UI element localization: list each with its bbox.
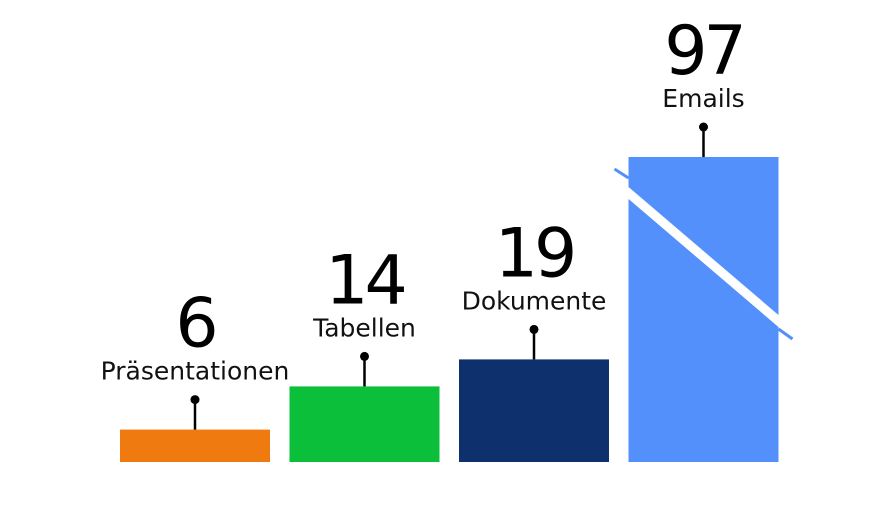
- bar-emails: [628, 157, 779, 462]
- category-label: Emails: [662, 84, 744, 113]
- label-stem-dot: [360, 351, 369, 361]
- category-label: Tabellen: [312, 313, 416, 342]
- label-stem-dot: [699, 122, 708, 132]
- axis-break-mark: [614, 175, 793, 339]
- bar-dokumente: [459, 359, 609, 462]
- category-label: Präsentationen: [101, 357, 290, 386]
- label-stem-dot: [190, 395, 200, 405]
- bar-tabellen: [289, 386, 440, 462]
- axis-break-edge: [613, 167, 630, 180]
- value-label: 6: [175, 285, 214, 364]
- category-label: Dokumente: [462, 286, 607, 315]
- axis-break-edge: [777, 327, 794, 341]
- value-label: 97: [664, 12, 743, 91]
- value-label: 19: [495, 214, 574, 293]
- label-stem-dot: [529, 324, 539, 334]
- bar-präsentationen: [120, 429, 270, 462]
- value-label: 14: [325, 241, 404, 320]
